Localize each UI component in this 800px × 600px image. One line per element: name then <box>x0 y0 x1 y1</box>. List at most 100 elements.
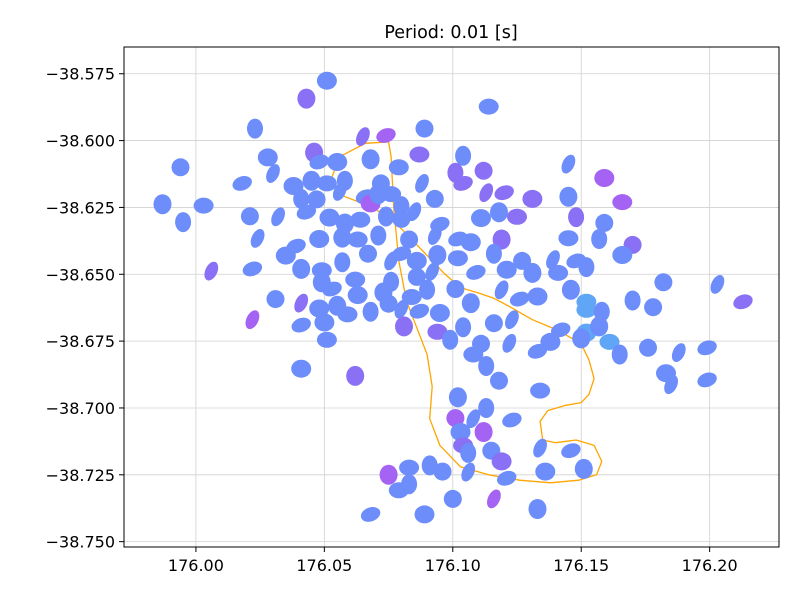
y-axis-ticks: −38.575 −38.600 −38.625 −38.650 −38.675 −38.7… <box>46 65 124 552</box>
data-point <box>316 175 337 192</box>
data-point <box>314 313 335 332</box>
data-point <box>427 323 448 340</box>
data-point <box>292 258 311 279</box>
data-point <box>558 230 579 247</box>
data-point <box>294 293 309 313</box>
data-point <box>574 458 593 479</box>
data-point <box>394 299 409 319</box>
data-point <box>656 364 676 383</box>
data-point <box>446 409 465 428</box>
data-point <box>332 181 347 201</box>
data-point <box>442 329 459 350</box>
data-point <box>409 146 430 163</box>
data-point <box>392 209 411 228</box>
data-point <box>502 412 522 428</box>
data-point <box>347 231 368 248</box>
data-point <box>242 261 263 277</box>
y-tick-label: −38.625 <box>46 198 115 217</box>
boundary-outline-layer <box>328 141 603 484</box>
data-point <box>401 474 418 495</box>
data-point <box>232 175 252 191</box>
data-point <box>266 164 280 183</box>
data-point <box>527 287 548 306</box>
data-point <box>407 202 422 222</box>
data-point <box>250 228 265 248</box>
data-point <box>561 154 576 174</box>
data-point <box>496 260 517 279</box>
data-point <box>376 128 396 143</box>
data-point <box>427 226 442 245</box>
data-point <box>347 286 368 305</box>
data-points-layer <box>153 71 753 524</box>
data-point <box>388 159 409 176</box>
x-tick-label: 176.15 <box>553 556 609 575</box>
data-point <box>391 246 412 262</box>
data-point <box>523 262 542 283</box>
data-point <box>590 316 609 337</box>
data-point <box>527 343 548 359</box>
data-point <box>379 294 398 313</box>
y-tick-label: −38.675 <box>46 332 115 351</box>
data-point <box>548 264 569 281</box>
data-point <box>479 183 494 203</box>
x-tick-label: 176.20 <box>682 556 738 575</box>
data-point <box>171 158 190 177</box>
data-point <box>400 230 419 249</box>
data-point <box>461 293 480 314</box>
data-point <box>478 398 495 418</box>
data-point <box>576 301 597 318</box>
data-point <box>302 170 321 191</box>
data-point <box>319 208 340 227</box>
data-point <box>478 356 495 376</box>
data-point <box>697 372 717 388</box>
data-point <box>611 344 628 365</box>
data-point <box>204 261 219 281</box>
data-point <box>522 189 543 208</box>
data-point <box>271 207 285 227</box>
x-axis-ticks: 176.00 176.05 176.10 176.15 176.20 <box>168 547 738 575</box>
data-point <box>612 246 633 264</box>
data-point <box>644 298 663 317</box>
data-point <box>327 153 348 171</box>
data-point <box>507 208 527 225</box>
data-point <box>453 175 473 191</box>
data-point <box>309 230 330 248</box>
data-point <box>509 291 530 307</box>
data-point <box>471 209 491 228</box>
data-point <box>612 194 633 211</box>
data-point <box>530 382 551 399</box>
data-point <box>448 387 467 408</box>
x-tick-label: 176.00 <box>168 556 224 575</box>
data-point <box>463 346 484 363</box>
data-point <box>466 264 486 280</box>
data-point <box>733 294 753 310</box>
chart-title: Period: 0.01 [s] <box>384 23 517 43</box>
data-point <box>528 499 547 519</box>
data-point <box>490 371 508 390</box>
data-point <box>624 290 641 311</box>
data-point <box>697 340 717 356</box>
data-point <box>595 213 614 232</box>
data-point <box>551 322 571 338</box>
data-point <box>425 262 440 282</box>
data-point <box>316 331 337 348</box>
y-tick-label: −38.650 <box>46 265 115 284</box>
data-point <box>240 207 259 226</box>
data-point <box>502 333 517 353</box>
data-point <box>494 185 514 201</box>
data-point <box>591 229 608 249</box>
data-point <box>460 442 477 463</box>
data-point <box>309 299 330 318</box>
data-point <box>594 169 615 187</box>
data-point <box>291 317 311 333</box>
data-point <box>415 173 429 193</box>
data-point <box>395 316 413 337</box>
data-point <box>409 303 430 319</box>
data-point <box>494 280 509 300</box>
data-point <box>450 423 471 441</box>
data-point <box>291 359 312 378</box>
data-point <box>378 206 394 227</box>
data-point <box>428 245 447 265</box>
data-point <box>153 194 172 215</box>
